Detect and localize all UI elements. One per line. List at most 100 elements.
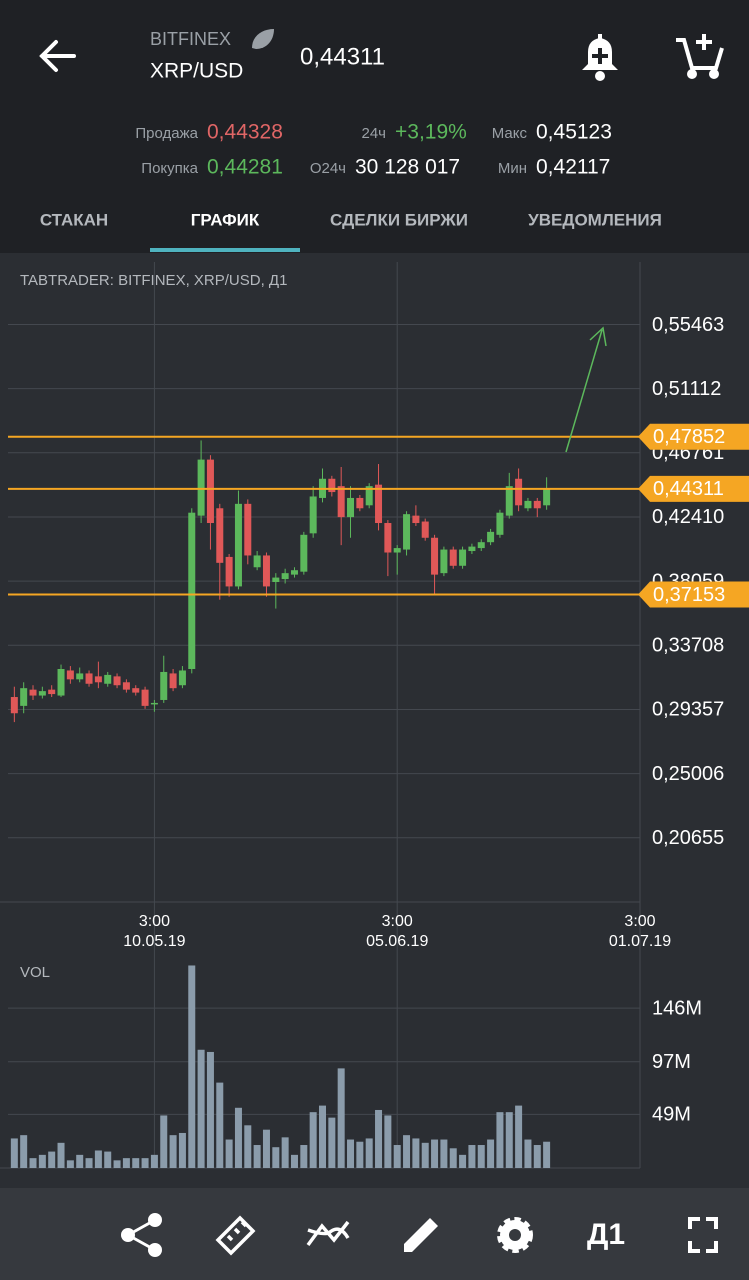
candle-body [104, 674, 112, 684]
candle-body [132, 688, 140, 693]
volume-bar [412, 1138, 420, 1168]
volume-bar [403, 1135, 411, 1168]
volume-bar [10, 1138, 18, 1168]
volume-bar [375, 1109, 383, 1168]
volume-title: VOL [20, 964, 50, 981]
volume-bar [449, 1148, 457, 1168]
candle-body [66, 670, 74, 680]
volume-bar [169, 1135, 177, 1168]
buy-label: Покупка [141, 160, 198, 177]
level-label: 0,44311 [653, 478, 724, 500]
volume-bar [29, 1158, 37, 1168]
volume-bar [104, 1151, 112, 1168]
candle-body [328, 478, 336, 493]
volume-bar [328, 1117, 336, 1168]
y-tick-label: 0,20655 [652, 827, 724, 849]
candle-body [487, 531, 495, 543]
candle-body [141, 689, 149, 706]
volume-bar [515, 1105, 523, 1168]
level-tag [638, 423, 749, 450]
fullscreen-button[interactable] [688, 1217, 718, 1253]
x-tick-time: 3:00 [382, 913, 413, 930]
candle-body [10, 697, 18, 714]
max-value: 0,45123 [536, 121, 612, 144]
buy-button[interactable] [676, 34, 724, 79]
chart-bg [0, 253, 749, 1188]
draw-button[interactable] [404, 1218, 438, 1252]
candle-body [347, 497, 355, 518]
timeframe-button[interactable]: Д1 [587, 1218, 625, 1251]
y-tick-label: 0,25006 [652, 763, 724, 785]
volume-bar [347, 1139, 355, 1168]
volume-bar [524, 1139, 532, 1168]
candle-body [459, 549, 467, 566]
candle-body [38, 691, 46, 696]
level-tag [638, 475, 749, 502]
volume-bar [272, 1147, 280, 1168]
tab[interactable]: СДЕЛКИ БИРЖИ [330, 210, 468, 229]
volume-tick-label: 97M [652, 1051, 691, 1073]
share-button[interactable] [121, 1213, 162, 1257]
candle-body [543, 489, 551, 506]
candle-body [216, 508, 224, 563]
volume-bar [533, 1145, 541, 1168]
min-label: Мин [498, 160, 527, 177]
volume-tick-label: 146M [652, 997, 702, 1019]
candle-body [113, 676, 121, 686]
level-tag [638, 581, 749, 608]
candle-body [431, 537, 439, 575]
candle-body [122, 682, 130, 690]
volume-bar [421, 1142, 429, 1168]
level-label: 0,37153 [653, 584, 725, 606]
toolbar-bg [0, 1188, 749, 1280]
volume-bar [319, 1105, 326, 1168]
volume-bar [477, 1145, 485, 1168]
candle-body [365, 486, 373, 506]
alert-button[interactable] [582, 34, 618, 81]
volume-bar [487, 1139, 495, 1168]
ruler-button[interactable] [215, 1215, 256, 1256]
volume-bar [20, 1135, 28, 1168]
candle-body [262, 555, 270, 587]
candle-body [421, 521, 429, 538]
candle-body [337, 486, 345, 518]
volume-bar [38, 1154, 46, 1168]
candle-body [206, 459, 214, 524]
candle-body [244, 503, 252, 556]
exchange: BITFINEX [150, 29, 231, 49]
volume-bar [543, 1141, 551, 1168]
volume-bar [234, 1107, 242, 1168]
tab-active[interactable]: ГРАФИК [191, 210, 260, 229]
x-tick-date: 10.05.19 [123, 933, 185, 950]
y-tick-label: 0,51112 [652, 378, 721, 400]
candle-body [150, 702, 158, 705]
leaf-icon [252, 29, 274, 49]
volume-bar [337, 1068, 345, 1168]
change-value: +3,19% [395, 121, 467, 144]
indicators-button[interactable] [306, 1220, 350, 1247]
volume-tick-label: 49M [652, 1104, 691, 1126]
back-button[interactable] [39, 40, 76, 72]
volume-bar [468, 1145, 476, 1168]
volume-bar [216, 1082, 224, 1168]
volume-bar [94, 1150, 102, 1168]
volume-bar [150, 1154, 158, 1168]
candle-body [309, 496, 317, 534]
trend-arrow [565, 326, 607, 453]
volume-bar [122, 1158, 130, 1168]
volume-bar [309, 1112, 317, 1168]
settings-button[interactable] [497, 1217, 533, 1253]
tab[interactable]: УВЕДОМЛЕНИЯ [528, 210, 662, 229]
volume-bar [178, 1132, 186, 1168]
candle-body [300, 534, 308, 572]
candle-body [290, 570, 298, 575]
y-tick-label: 0,33708 [652, 635, 724, 657]
volume-bar [85, 1158, 93, 1168]
header-bg [0, 0, 749, 253]
tab[interactable]: СТАКАН [40, 210, 108, 229]
candle-body [225, 556, 233, 587]
sell-value: 0,44328 [207, 121, 283, 144]
volume-bar [141, 1158, 149, 1168]
